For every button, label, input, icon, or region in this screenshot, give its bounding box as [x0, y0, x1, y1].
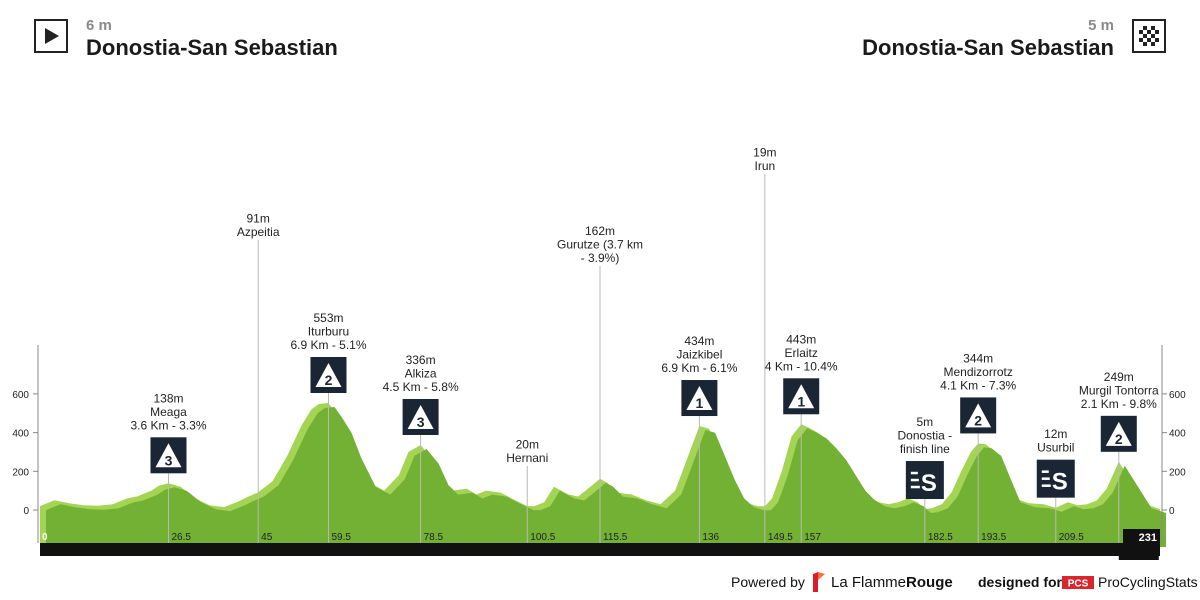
- la-flamme-rouge-logo-icon: [813, 572, 825, 592]
- climb-label-line: Irun: [755, 159, 776, 173]
- climb-label-line: 6.9 Km - 6.1%: [661, 361, 737, 375]
- climb-category-number: 2: [974, 412, 982, 428]
- climb-label-line: Erlaitz: [785, 346, 818, 360]
- climb-category-number: 1: [695, 395, 703, 411]
- climb-label-line: Alkiza: [405, 366, 437, 380]
- climb-label-line: 443m: [786, 332, 816, 346]
- climb-label-line: 3.6 Km - 3.3%: [130, 418, 206, 432]
- pcs-logo: PCS: [1062, 576, 1094, 589]
- start-km-label: 0: [42, 532, 48, 543]
- pcs-logo-text: PCS: [1068, 579, 1089, 590]
- mountain-triangle-icon: [686, 386, 713, 411]
- lfr-text-a: La Flamme: [831, 574, 907, 591]
- climb-label-line: Azpeitia: [237, 225, 280, 239]
- finish-flag-icon: [1132, 19, 1166, 53]
- climb-label-line: Hernani: [506, 451, 548, 465]
- powered-by-text: Powered by: [731, 574, 805, 590]
- y-tick-label-right: 0: [1169, 506, 1175, 517]
- climb-label-line: 4.1 Km - 7.3%: [940, 378, 1016, 392]
- y-tick-label-right: 600: [1169, 390, 1186, 401]
- climb-label-line: 91m: [247, 212, 270, 226]
- climb-category-number: 2: [1115, 431, 1123, 447]
- climb-label-line: 434m: [684, 334, 714, 348]
- km-label: 26.5: [171, 532, 191, 543]
- designed-for-text: designed for: [978, 574, 1063, 590]
- climb-label-line: 12m: [1044, 427, 1067, 441]
- end-km-tab: [1123, 529, 1160, 543]
- climb-label-line: Usurbil: [1037, 441, 1074, 455]
- climb-label-line: finish line: [900, 442, 950, 456]
- km-label: 157: [804, 532, 821, 543]
- climb-label-line: - 3.9%): [581, 251, 620, 265]
- climb-label-line: 19m: [753, 146, 776, 160]
- distance-bar: [40, 543, 1160, 556]
- climb-label-line: Gurutze (3.7 km: [557, 238, 643, 252]
- final-km-tab: [1118, 556, 1159, 560]
- profile-area: [46, 407, 1166, 547]
- climb-label-line: 138m: [153, 391, 183, 405]
- climb-label-line: 249m: [1104, 370, 1134, 384]
- y-tick-label-right: 400: [1169, 429, 1186, 440]
- km-label: 136: [702, 532, 719, 543]
- climb-label-line: Mendizorrotz: [944, 365, 1013, 379]
- km-label: 149.5: [768, 532, 793, 543]
- mountain-triangle-icon: [315, 362, 342, 387]
- y-tick-label-left: 200: [12, 467, 29, 478]
- finish-altitude: 5 m: [1088, 17, 1114, 34]
- climb-label-line: 336m: [406, 353, 436, 367]
- climb-category-number: 1: [797, 393, 805, 409]
- km-label: 78.5: [424, 532, 444, 543]
- mountain-triangle-icon: [788, 384, 815, 409]
- climb-label-line: 4 Km - 10.4%: [765, 359, 838, 373]
- procyclingstats-text: ProCyclingStats: [1098, 574, 1198, 590]
- climb-label-line: 553m: [313, 311, 343, 325]
- y-tick-label-left: 600: [12, 390, 29, 401]
- climb-label-line: 162m: [585, 224, 615, 238]
- climb-label-line: 4.5 Km - 5.8%: [383, 380, 459, 394]
- km-label: 59.5: [331, 532, 351, 543]
- climb-label-line: Jaizkibel: [676, 348, 722, 362]
- km-label: 45: [261, 532, 273, 543]
- mountain-triangle-icon: [965, 403, 992, 428]
- climb-label-line: Murgil Tontorra: [1079, 383, 1159, 397]
- climb-category-number: 3: [165, 452, 173, 468]
- start-location: Donostia-San Sebastian: [86, 35, 338, 60]
- climb-label-line: 6.9 Km - 5.1%: [290, 338, 366, 352]
- climb-label-line: 2.1 Km - 9.8%: [1081, 397, 1157, 411]
- finish-location: Donostia-San Sebastian: [862, 35, 1114, 60]
- climb-label-line: Meaga: [150, 405, 187, 419]
- climb-label-line: 344m: [963, 351, 993, 365]
- mountain-triangle-icon: [155, 443, 182, 468]
- y-tick-label-right: 200: [1169, 467, 1186, 478]
- climb-label-line: 20m: [516, 438, 539, 452]
- km-label: 193.5: [981, 532, 1006, 543]
- y-tick-label-left: 0: [23, 506, 29, 517]
- climb-label-line: Donostia -: [897, 429, 952, 443]
- km-label: 115.5: [603, 532, 628, 543]
- start-flag-icon: [34, 19, 68, 53]
- lfr-text-b: Rouge: [906, 574, 953, 591]
- mountain-triangle-icon: [1105, 421, 1132, 446]
- mountain-triangle-icon: [407, 404, 434, 429]
- climb-label-line: Iturburu: [308, 324, 349, 338]
- la-flamme-rouge-text: La FlammeRouge: [831, 574, 953, 591]
- end-km-label: 231: [1139, 532, 1157, 544]
- sprint-letter: S: [1052, 469, 1068, 496]
- km-label: 209.5: [1059, 532, 1084, 543]
- y-tick-label-left: 400: [12, 429, 29, 440]
- km-label: 222.5: [1122, 559, 1147, 560]
- km-label: 182.5: [928, 532, 953, 543]
- km-label: 100.5: [530, 532, 555, 543]
- sprint-letter: S: [921, 470, 937, 497]
- start-altitude: 6 m: [86, 17, 112, 34]
- climb-category-number: 3: [417, 414, 425, 430]
- climb-category-number: 2: [325, 372, 333, 388]
- climb-label-line: 5m: [917, 415, 934, 429]
